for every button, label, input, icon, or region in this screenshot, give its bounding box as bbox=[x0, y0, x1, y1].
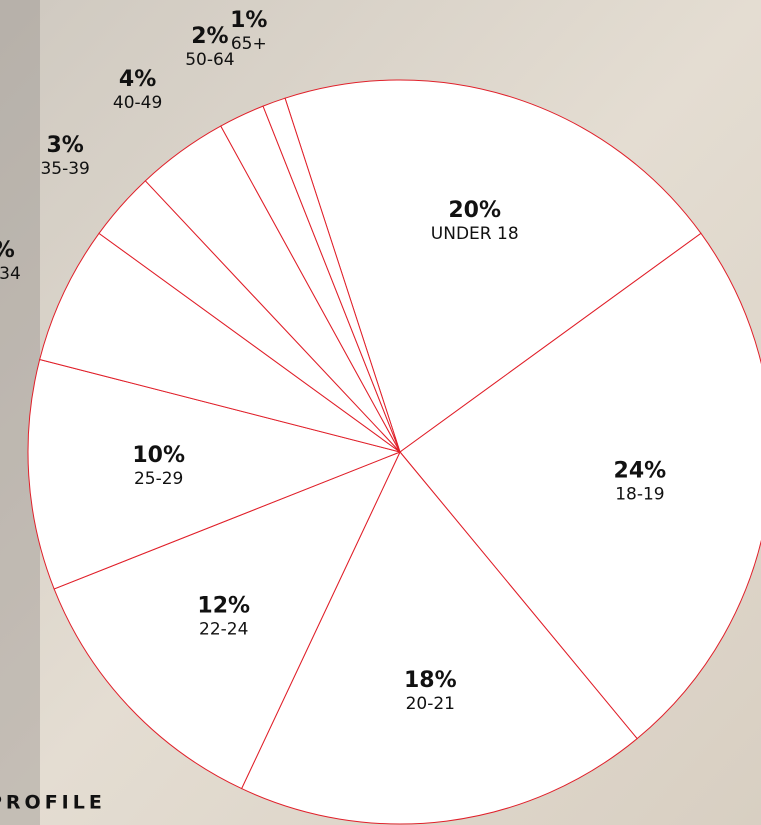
slice-value-label: 12% bbox=[197, 594, 250, 619]
slice-category-label: 22-24 bbox=[199, 620, 248, 640]
slice-value-label: 2% bbox=[191, 24, 228, 49]
slice-value-label: 10% bbox=[132, 443, 185, 468]
pie-slice bbox=[399, 232, 761, 740]
pie-slice bbox=[240, 451, 638, 825]
pie-slice bbox=[27, 358, 402, 590]
footer: PROFILE bbox=[0, 792, 106, 814]
slice-value-label: 6% bbox=[0, 238, 15, 263]
slice-category-label: 30-34 bbox=[0, 264, 21, 284]
slice-value-label: 3% bbox=[46, 133, 83, 158]
slice-value-label: 18% bbox=[404, 668, 457, 693]
slice-value-label: 4% bbox=[119, 67, 156, 92]
slice-category-label: 25-29 bbox=[134, 469, 183, 489]
pie-slice bbox=[53, 451, 401, 790]
slice-value-label: 20% bbox=[448, 198, 501, 223]
slice-category-label: 18-19 bbox=[615, 484, 664, 504]
pie-slice bbox=[39, 232, 401, 453]
slice-value-label: 24% bbox=[614, 458, 667, 483]
slice-value-label: 1% bbox=[230, 8, 267, 33]
slice-category-label: 65+ bbox=[231, 34, 267, 54]
slice-category-label: 35-39 bbox=[40, 159, 89, 179]
pie-slice bbox=[262, 97, 401, 453]
pie-slice bbox=[284, 79, 702, 453]
slice-category-label: 40-49 bbox=[113, 93, 162, 113]
slice-category-label: 20-21 bbox=[406, 694, 455, 714]
slice-category-label: UNDER 18 bbox=[431, 224, 519, 244]
slice-category-label: 50-64 bbox=[185, 50, 234, 70]
